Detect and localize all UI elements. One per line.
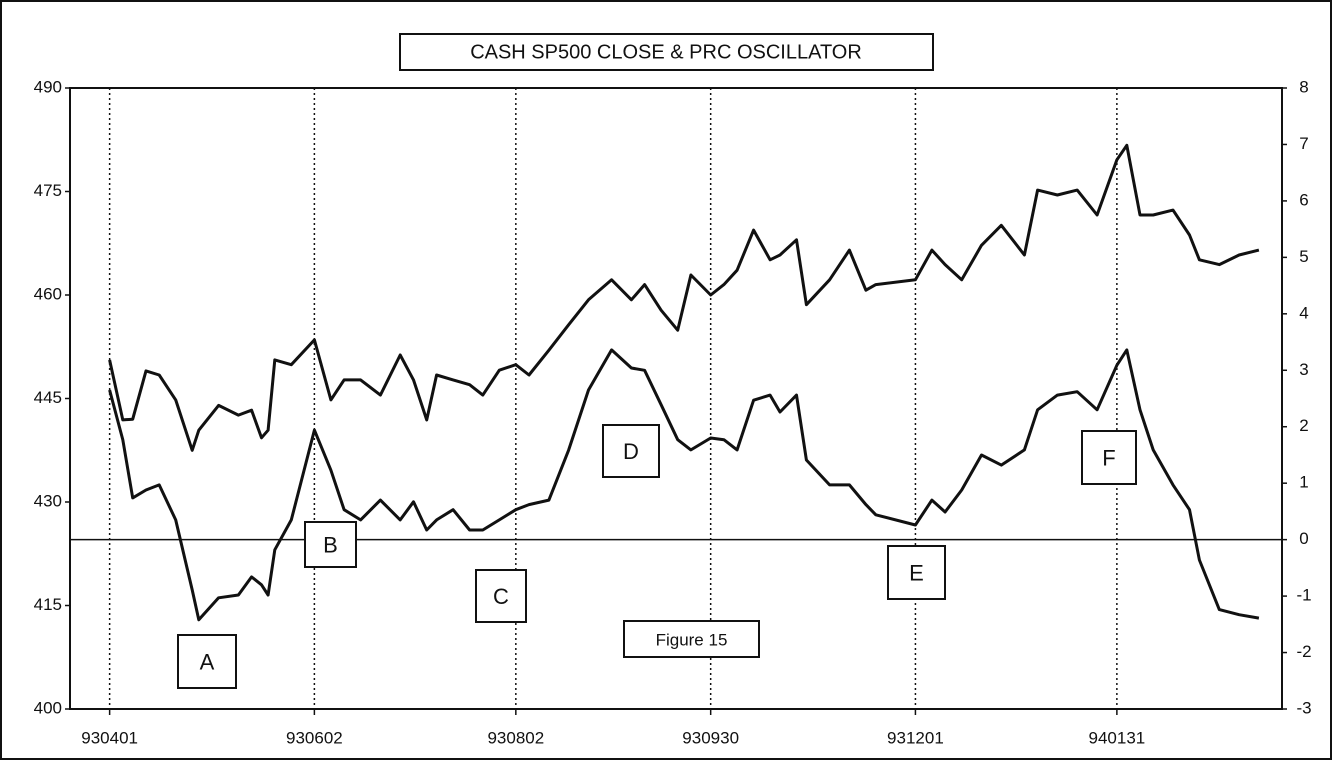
x-tick-label: 930602 [286,728,343,747]
annotation: C [493,584,509,609]
y2-tick-label: 6 [1299,190,1308,209]
plot-area [69,87,1283,710]
x-tick-label: 930930 [682,728,739,747]
annotation-box [623,620,760,658]
y2-tick-label: 1 [1299,473,1308,492]
series-line [108,348,1260,622]
annotation: A [200,649,215,674]
x-tick-label: 940131 [1089,728,1146,747]
y-tick-label: 445 [34,388,62,407]
series-line [108,143,1260,452]
annotation: Figure 15 [656,630,728,649]
y2-tick-label: 4 [1299,303,1308,322]
y-tick-label: 490 [34,77,62,96]
annotation-box [602,424,660,478]
x-tick-label: 931201 [887,728,944,747]
y-tick-label: 475 [34,181,62,200]
annotation: F [1102,445,1115,470]
x-tick-label: 930802 [487,728,544,747]
y2-tick-label: 7 [1299,134,1308,153]
title-box [399,33,934,71]
y2-tick-label: 8 [1299,77,1308,96]
annotation: B [323,532,338,557]
y2-tick-label: -1 [1296,586,1311,605]
y-tick-label: 415 [34,595,62,614]
annotation: E [909,560,924,585]
y-tick-label: 430 [34,491,62,510]
y2-tick-label: -3 [1296,698,1311,717]
annotation: D [623,439,639,464]
y2-tick-label: 2 [1299,416,1308,435]
annotation-box [475,569,527,623]
y2-tick-label: 0 [1299,529,1308,548]
annotation-box [177,634,237,689]
annotation-box [1081,430,1137,485]
y2-tick-label: 5 [1299,247,1308,266]
annotation-box [887,545,946,600]
y2-tick-label: -2 [1296,642,1311,661]
y2-tick-label: 3 [1299,360,1308,379]
annotation-box [304,521,357,568]
chart-title: CASH SP500 CLOSE & PRC OSCILLATOR [470,41,862,63]
y-tick-label: 400 [34,698,62,717]
x-tick-label: 930401 [81,728,138,747]
y-tick-label: 460 [34,284,62,303]
